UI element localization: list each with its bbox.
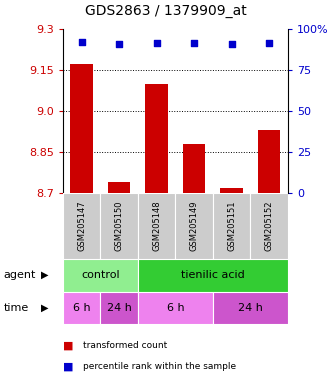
Bar	[108, 182, 130, 193]
Bar	[183, 144, 206, 193]
Point	[79, 39, 84, 45]
Text: GSM205151: GSM205151	[227, 201, 236, 251]
Point	[154, 40, 159, 46]
Text: 24 h: 24 h	[238, 303, 263, 313]
Point	[192, 40, 197, 46]
Point	[266, 40, 272, 46]
Bar	[63, 193, 100, 259]
Bar	[213, 193, 251, 259]
Bar	[258, 130, 280, 193]
Text: time: time	[3, 303, 28, 313]
Text: tienilic acid: tienilic acid	[181, 270, 245, 280]
Text: ■: ■	[63, 341, 73, 351]
Bar	[138, 259, 288, 291]
Text: ▶: ▶	[41, 270, 48, 280]
Bar	[138, 193, 175, 259]
Text: ▶: ▶	[41, 303, 48, 313]
Bar	[100, 291, 138, 324]
Text: GSM205152: GSM205152	[265, 201, 274, 251]
Point	[117, 40, 122, 46]
Text: agent: agent	[3, 270, 36, 280]
Bar	[100, 193, 138, 259]
Text: ■: ■	[63, 362, 73, 372]
Text: control: control	[81, 270, 120, 280]
Point	[229, 40, 234, 46]
Bar	[213, 291, 288, 324]
Text: GSM205147: GSM205147	[77, 200, 86, 251]
Text: GSM205149: GSM205149	[190, 201, 199, 251]
Text: GDS2863 / 1379909_at: GDS2863 / 1379909_at	[85, 5, 246, 18]
Text: GSM205150: GSM205150	[115, 201, 124, 251]
Text: 6 h: 6 h	[73, 303, 90, 313]
Bar	[220, 188, 243, 193]
Bar	[63, 291, 100, 324]
Text: 24 h: 24 h	[107, 303, 132, 313]
Bar	[175, 193, 213, 259]
Bar	[63, 259, 138, 291]
Text: percentile rank within the sample: percentile rank within the sample	[83, 362, 236, 371]
Text: 6 h: 6 h	[166, 303, 184, 313]
Bar	[138, 291, 213, 324]
Bar	[251, 193, 288, 259]
Bar	[71, 65, 93, 193]
Text: transformed count: transformed count	[83, 341, 167, 350]
Bar	[145, 84, 168, 193]
Text: GSM205148: GSM205148	[152, 200, 161, 251]
